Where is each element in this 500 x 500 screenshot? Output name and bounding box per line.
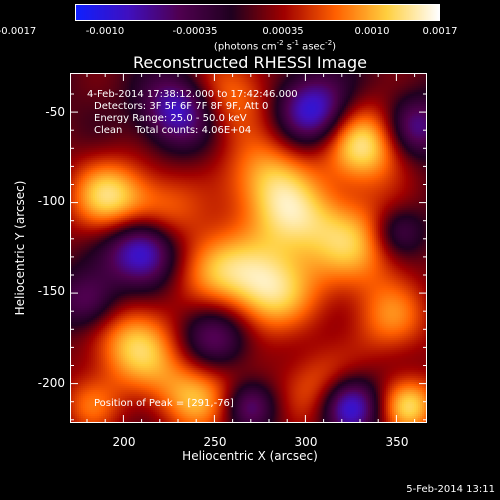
- colorbar-tick-label: 0.00035: [262, 26, 304, 37]
- ytick-label: -50: [45, 105, 65, 119]
- clean-annotation: Clean Total counts: 4.06E+04: [94, 125, 252, 136]
- xtick-label: 350: [385, 435, 409, 449]
- detectors-annotation: Detectors: 3F 5F 6F 7F 8F 9F, Att 0: [94, 101, 269, 112]
- colorbar-tick-label: 0.0017: [422, 26, 458, 37]
- peak-annotation: Position of Peak = [291,-76]: [94, 398, 234, 409]
- y-axis-label: Heliocentric Y (arcsec): [13, 180, 27, 316]
- colorbar-tick-label: -0.00035: [172, 26, 218, 37]
- plot-frame: [70, 73, 427, 423]
- rhessi-heatmap: [71, 74, 426, 422]
- ytick-label: -100: [37, 194, 65, 208]
- time-range-annotation: 4-Feb-2014 17:38:12.000 to 17:42:46.000: [87, 89, 298, 100]
- colorbar-tick-label: -0.0017: [0, 26, 37, 37]
- colorbar: [75, 4, 440, 21]
- xtick-label: 250: [203, 435, 227, 449]
- xtick-label: 200: [112, 435, 136, 449]
- colorbar-tick-label: 0.0010: [354, 26, 390, 37]
- x-axis-label: Heliocentric X (arcsec): [182, 449, 318, 463]
- energy-annotation: Energy Range: 25.0 - 50.0 keV: [94, 113, 247, 124]
- ytick-label: -150: [37, 284, 65, 298]
- footer-date: 5-Feb-2014 13:11: [406, 484, 495, 495]
- image-title: Reconstructed RHESSI Image: [133, 53, 367, 72]
- xtick-label: 300: [294, 435, 318, 449]
- colorbar-tick-label: -0.0010: [85, 26, 125, 37]
- colorbar-units: (photons cm-2 s-1 asec-2): [213, 39, 337, 53]
- ytick-label: -200: [37, 376, 65, 390]
